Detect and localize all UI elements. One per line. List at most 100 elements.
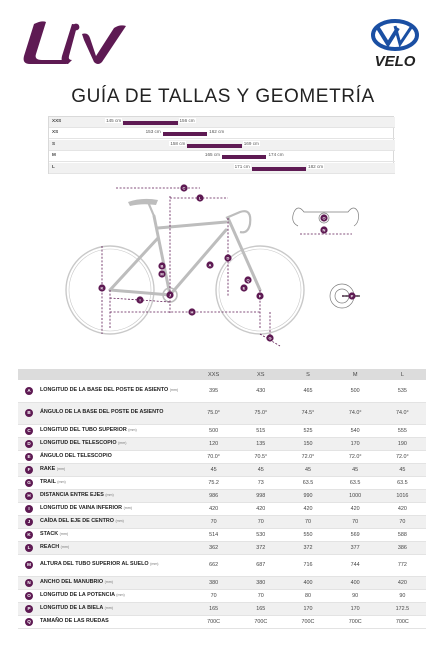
diagram-marker-e bbox=[240, 284, 248, 292]
velo-wordmark: VELO bbox=[375, 53, 416, 70]
size-range-max: 162 cm bbox=[208, 129, 226, 135]
size-header-l: L bbox=[378, 369, 426, 380]
row-letter-badge: N bbox=[25, 578, 33, 587]
row-value-xxs: 380 bbox=[190, 576, 238, 590]
diagram-marker-q bbox=[244, 276, 252, 284]
row-value-xs: 515 bbox=[237, 424, 285, 438]
diagram-marker-label: O bbox=[322, 215, 325, 220]
row-value-l: 772 bbox=[378, 554, 426, 577]
row-value-m: 170 bbox=[331, 437, 379, 451]
handlebar bbox=[225, 210, 252, 234]
row-badge-cell: M bbox=[18, 554, 40, 577]
row-unit: (mm) bbox=[105, 492, 114, 497]
size-range-bar: 153 cm 162 cm bbox=[144, 129, 226, 138]
row-value-s: 420 bbox=[284, 502, 332, 516]
size-chart-label: L bbox=[52, 163, 55, 169]
row-value-l: 45 bbox=[378, 463, 426, 477]
row-value-xs: 998 bbox=[237, 489, 285, 503]
row-name: RAKE bbox=[40, 465, 56, 472]
diagram-marker-d bbox=[224, 254, 232, 262]
size-chart-row: XXS 145 cm 156 cm bbox=[49, 117, 395, 128]
rear-wheel bbox=[65, 245, 155, 335]
geometry-row: A LONGITUD DE LA BASE DEL POSTE DE ASIENT… bbox=[18, 380, 426, 403]
row-value-m: 1000 bbox=[331, 489, 379, 503]
row-name-cell: LONGITUD DE LA POTENCIA (mm) bbox=[40, 589, 190, 603]
row-name-cell: LONGITUD DE LA BASE DEL POSTE DE ASIENTO… bbox=[40, 380, 190, 403]
size-header-s: S bbox=[284, 369, 332, 380]
diagram-marker-i bbox=[136, 296, 144, 304]
size-range-max: 156 cm bbox=[178, 118, 196, 123]
row-badge-cell: P bbox=[18, 602, 40, 616]
row-letter-badge: Q bbox=[25, 617, 33, 626]
size-range-bar: 165 cm 174 cm bbox=[203, 152, 285, 161]
row-name-cell: ANCHO DEL MANUBRIO (mm) bbox=[40, 576, 190, 590]
row-value-xs: 530 bbox=[237, 528, 285, 542]
row-letter-badge: G bbox=[25, 478, 33, 487]
row-badge-cell: F bbox=[18, 463, 40, 477]
geometry-row: E ÁNGULO DEL TELESCOPIO 70.0° 70.5° 72.0° 72.… bbox=[18, 450, 426, 464]
row-name: REACH bbox=[40, 543, 60, 550]
size-range-bar: 158 cm 169 cm bbox=[169, 140, 260, 150]
diagram-marker-label: C bbox=[183, 185, 186, 190]
size-range-max: 174 cm bbox=[267, 152, 285, 158]
row-name: DISTANCIA ENTRE EJES bbox=[40, 491, 104, 498]
row-value-xs: 75.0° bbox=[237, 402, 285, 425]
size-range-min: 145 cm bbox=[105, 118, 123, 123]
row-value-s: 700C bbox=[284, 615, 332, 629]
diagram-marker-b bbox=[158, 262, 166, 270]
row-name-cell: ÁNGULO DEL TELESCOPIO bbox=[40, 450, 190, 464]
row-value-s: 525 bbox=[284, 424, 332, 438]
size-range-min: 153 cm bbox=[144, 129, 162, 135]
row-value-l: 74.0° bbox=[378, 402, 426, 425]
diagram-marker-j bbox=[166, 291, 174, 299]
row-value-m: 569 bbox=[331, 528, 379, 542]
geometry-row: F RAKE (mm) 45 45 45 45 45 bbox=[18, 463, 426, 477]
row-value-m: 63.5 bbox=[331, 476, 379, 490]
row-badge-cell: O bbox=[18, 589, 40, 603]
row-value-xs: 70.5° bbox=[237, 450, 285, 464]
geometry-row: Q TAMAÑO DE LAS RUEDAS 700C 700C 700C 700C 700… bbox=[18, 615, 426, 629]
geometry-row: D LONGITUD DEL TELESCOPIO (mm) 120 135 150 17… bbox=[18, 437, 426, 451]
row-name: ALTURA DEL TUBO SUPERIOR AL SUELO bbox=[40, 561, 149, 568]
row-letter-badge: P bbox=[25, 604, 33, 613]
row-value-m: 90 bbox=[331, 589, 379, 603]
size-range-max: 169 cm bbox=[242, 140, 260, 146]
row-value-xxs: 70 bbox=[190, 589, 238, 603]
header-spacer bbox=[40, 369, 190, 380]
row-value-s: 74.5° bbox=[284, 402, 332, 425]
diagram-marker-label: F bbox=[259, 293, 262, 298]
row-value-xxs: 75.0° bbox=[190, 402, 238, 425]
row-name-cell: DISTANCIA ENTRE EJES (mm) bbox=[40, 489, 190, 503]
diagram-marker-label: M bbox=[160, 271, 164, 276]
size-chart-row: S 158 cm 169 cm bbox=[49, 139, 395, 151]
row-value-l: 420 bbox=[378, 576, 426, 590]
row-value-xxs: 75.2 bbox=[190, 476, 238, 490]
row-value-xxs: 700C bbox=[190, 615, 238, 629]
row-name: STACK bbox=[40, 530, 59, 537]
row-value-m: 420 bbox=[331, 502, 379, 516]
size-chart-label: S bbox=[52, 140, 56, 146]
bike-geometry-diagram: A B C D E F G H I J K L M N O P Q bbox=[65, 184, 360, 347]
row-value-xs: 70 bbox=[237, 515, 285, 529]
geometry-row: K STACK (mm) 514 530 550 569 588 bbox=[18, 528, 426, 542]
row-value-m: 744 bbox=[331, 554, 379, 577]
row-badge-cell: J bbox=[18, 515, 40, 529]
diagram-marker-f bbox=[256, 292, 264, 300]
row-letter-badge: K bbox=[25, 530, 33, 539]
geometry-row: J CAÍDA DEL EJE DE CENTRO (mm) 70 70 70 70 70 bbox=[18, 515, 426, 529]
diagram-marker-label: L bbox=[199, 195, 202, 200]
row-badge-cell: E bbox=[18, 450, 40, 464]
diagram-marker-h bbox=[188, 308, 196, 316]
row-badge-cell: H bbox=[18, 489, 40, 503]
row-value-xxs: 45 bbox=[190, 463, 238, 477]
row-letter-badge: I bbox=[25, 504, 33, 513]
row-value-xs: 45 bbox=[237, 463, 285, 477]
size-header-xs: XS bbox=[237, 369, 285, 380]
row-badge-cell: D bbox=[18, 437, 40, 451]
row-name-cell: LONGITUD DE VAINA INFERIOR (mm) bbox=[40, 502, 190, 516]
row-name-cell: LONGITUD DEL TUBO SUPERIOR (mm) bbox=[40, 424, 190, 438]
row-value-l: 420 bbox=[378, 502, 426, 516]
row-value-s: 372 bbox=[284, 541, 332, 555]
row-value-xxs: 420 bbox=[190, 502, 238, 516]
row-value-xxs: 500 bbox=[190, 424, 238, 438]
